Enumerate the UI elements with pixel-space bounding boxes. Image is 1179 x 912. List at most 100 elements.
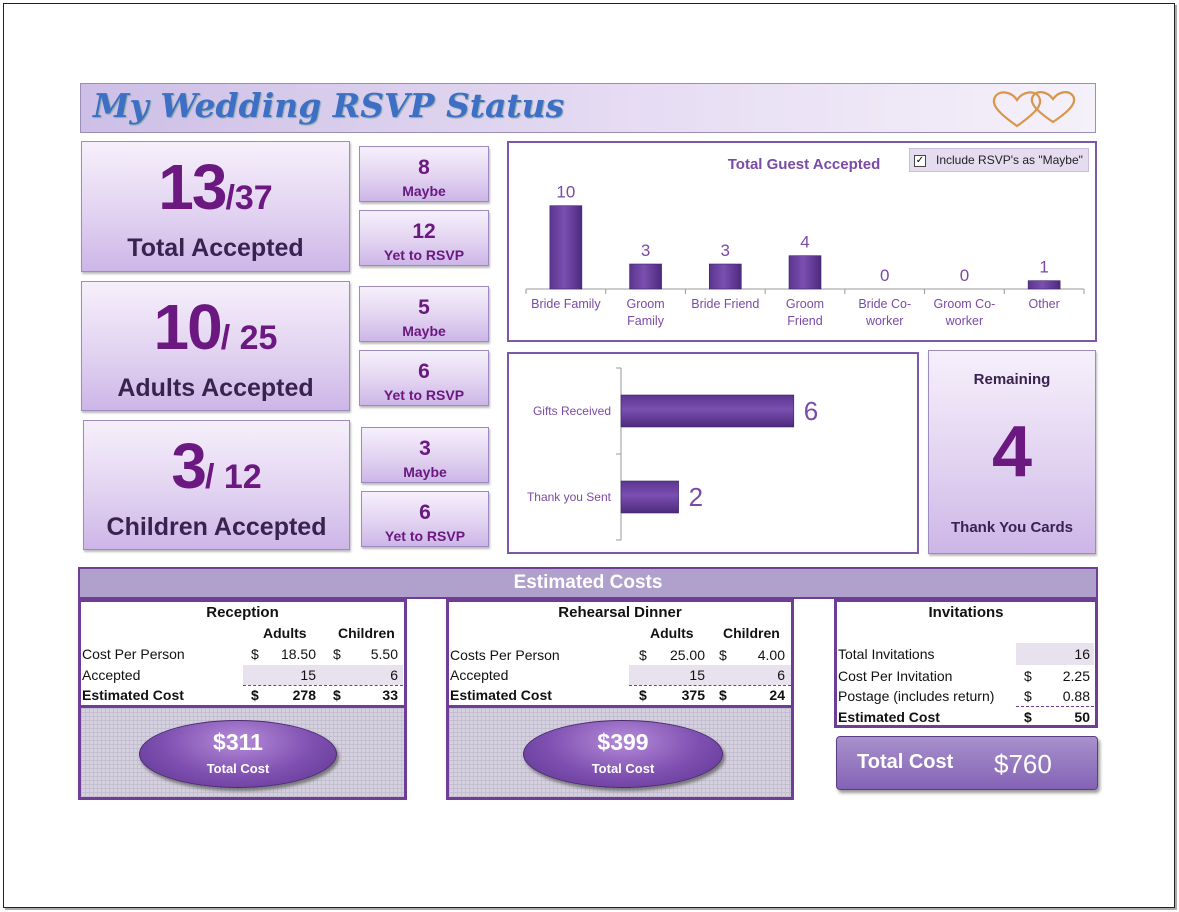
currency-symbol: $ [333, 646, 341, 662]
bar [788, 255, 822, 290]
rehearsal-cost-label: Costs Per Person [450, 647, 560, 663]
data-label: 2 [689, 482, 703, 512]
rehearsal-accepted-label: Accepted [450, 667, 509, 683]
rehearsal-shade [629, 665, 791, 685]
data-label: 1 [1039, 258, 1048, 277]
reception-accepted-label: Accepted [82, 667, 141, 683]
total-invitations-label: Total Invitations [838, 646, 935, 662]
reception-total-amount: $311 [213, 729, 263, 755]
adults-accepted-value: 10 [153, 291, 223, 363]
currency-symbol: $ [719, 687, 727, 703]
children-accepted-count: 3/ 12 [84, 429, 349, 503]
postage-label: Postage (includes return) [838, 688, 995, 704]
reception-estimated-label: Estimated Cost [82, 687, 184, 703]
invitations-panel: Invitations Total Invitations 16 Cost Pe… [834, 599, 1098, 728]
children-yet-value: 6 [419, 501, 431, 524]
currency-symbol: $ [251, 687, 259, 703]
reception-total-label: Total Cost [206, 761, 270, 776]
include-maybe-checkbox[interactable]: ✓ [914, 155, 926, 167]
currency-symbol: $ [1024, 688, 1032, 704]
bar [629, 263, 662, 290]
include-maybe-label: Include RSVP's as "Maybe" [936, 153, 1083, 167]
cost-per-invitation-label: Cost Per Invitation [838, 668, 953, 684]
adults-accepted-card: 10/ 25 Adults Accepted [81, 281, 350, 411]
data-label: 4 [800, 233, 809, 252]
reception-child-cost: 5.50 [370, 646, 398, 662]
grand-total-banner: Total Cost $760 [836, 736, 1098, 790]
rehearsal-children-header: Children [723, 625, 780, 641]
adults-accepted-label: Adults Accepted [117, 374, 314, 402]
invitations-estimated-value: 50 [1074, 709, 1090, 725]
total-invited-value: /37 [225, 179, 273, 217]
postage-value: 0.88 [1062, 688, 1090, 704]
guest-chart-title: Total Guest Accepted [727, 156, 881, 173]
category-label: Bride Co- [858, 297, 911, 311]
remaining-label: Remaining [973, 371, 1051, 388]
reception-child-est: 33 [382, 687, 398, 703]
category-label: worker [865, 314, 904, 328]
children-accepted-label: Children Accepted [106, 513, 327, 541]
adults-yet-card: 6 Yet to RSVP [359, 350, 489, 406]
adults-yet-label: Yet to RSVP [383, 387, 465, 403]
currency-symbol: $ [333, 687, 341, 703]
total-maybe-value: 8 [418, 156, 430, 179]
rehearsal-child-accepted: 6 [777, 667, 785, 683]
category-label: Groom [626, 297, 664, 311]
category-label: Thank you Sent [527, 490, 612, 504]
adults-accepted-count: 10/ 25 [82, 290, 349, 364]
children-yet-card: 6 Yet to RSVP [361, 491, 489, 547]
currency-symbol: $ [251, 646, 259, 662]
rehearsal-adult-est: 375 [681, 687, 705, 703]
category-label: Gifts Received [533, 404, 611, 418]
rehearsal-total-button: $399 Total Cost [523, 720, 723, 788]
divider [1016, 706, 1094, 707]
rehearsal-child-cost: 4.00 [757, 647, 785, 663]
gifts-chart: 6 Gifts Received 2 Thank you Sent [507, 352, 919, 554]
category-label: Bride Family [531, 297, 601, 311]
thank-you-cards-label: Thank You Cards [951, 519, 1073, 536]
total-accepted-value: 13 [158, 151, 227, 223]
divider [243, 685, 403, 686]
adults-maybe-value: 5 [418, 296, 430, 319]
data-label: 0 [880, 266, 889, 285]
rehearsal-title: Rehearsal Dinner [558, 604, 682, 621]
reception-adult-est: 278 [292, 687, 316, 703]
reception-total-button: $311 Total Cost [139, 720, 337, 788]
estimated-costs-header: Estimated Costs [78, 567, 1098, 599]
total-yet-label: Yet to RSVP [383, 247, 465, 263]
bar [620, 394, 795, 428]
rehearsal-estimated-label: Estimated Cost [450, 687, 552, 703]
reception-adult-accepted: 15 [300, 667, 316, 683]
rehearsal-total-amount: $399 [597, 729, 649, 755]
guest-accepted-chart: Total Guest Accepted ✓ Include RSVP's as… [507, 141, 1097, 342]
bar [708, 263, 742, 290]
reception-cost-label: Cost Per Person [82, 646, 185, 662]
currency-symbol: $ [639, 647, 647, 663]
currency-symbol: $ [1024, 709, 1032, 725]
children-accepted-value: 3 [171, 430, 207, 502]
rehearsal-total-label: Total Cost [591, 761, 655, 776]
category-label: Bride Friend [691, 297, 759, 311]
reception-child-accepted: 6 [390, 667, 398, 683]
include-maybe-toggle[interactable]: ✓ Include RSVP's as "Maybe" [909, 148, 1089, 172]
data-label: 6 [804, 396, 818, 426]
data-label: 3 [641, 241, 650, 260]
rehearsal-adult-cost: 25.00 [669, 647, 705, 663]
adults-maybe-label: Maybe [402, 323, 446, 339]
divider [629, 685, 791, 686]
data-label: 10 [556, 183, 575, 202]
category-label: Other [1029, 297, 1060, 311]
children-maybe-value: 3 [419, 437, 431, 460]
total-maybe-label: Maybe [402, 183, 446, 199]
category-label: Groom Co- [934, 297, 996, 311]
page-title: My Wedding RSVP Status [93, 86, 565, 125]
invitations-title: Invitations [928, 604, 1004, 621]
children-invited-value: / 12 [204, 458, 262, 496]
grand-total-value: $760 [994, 749, 1052, 779]
reception-panel: Reception Adults Children Cost Per Perso… [78, 599, 407, 708]
title-banner: My Wedding RSVP Status [80, 83, 1096, 133]
children-maybe-label: Maybe [403, 464, 447, 480]
grand-total-label: Total Cost [857, 751, 954, 773]
category-label: Family [627, 314, 665, 328]
invitations-shade [1016, 643, 1094, 665]
